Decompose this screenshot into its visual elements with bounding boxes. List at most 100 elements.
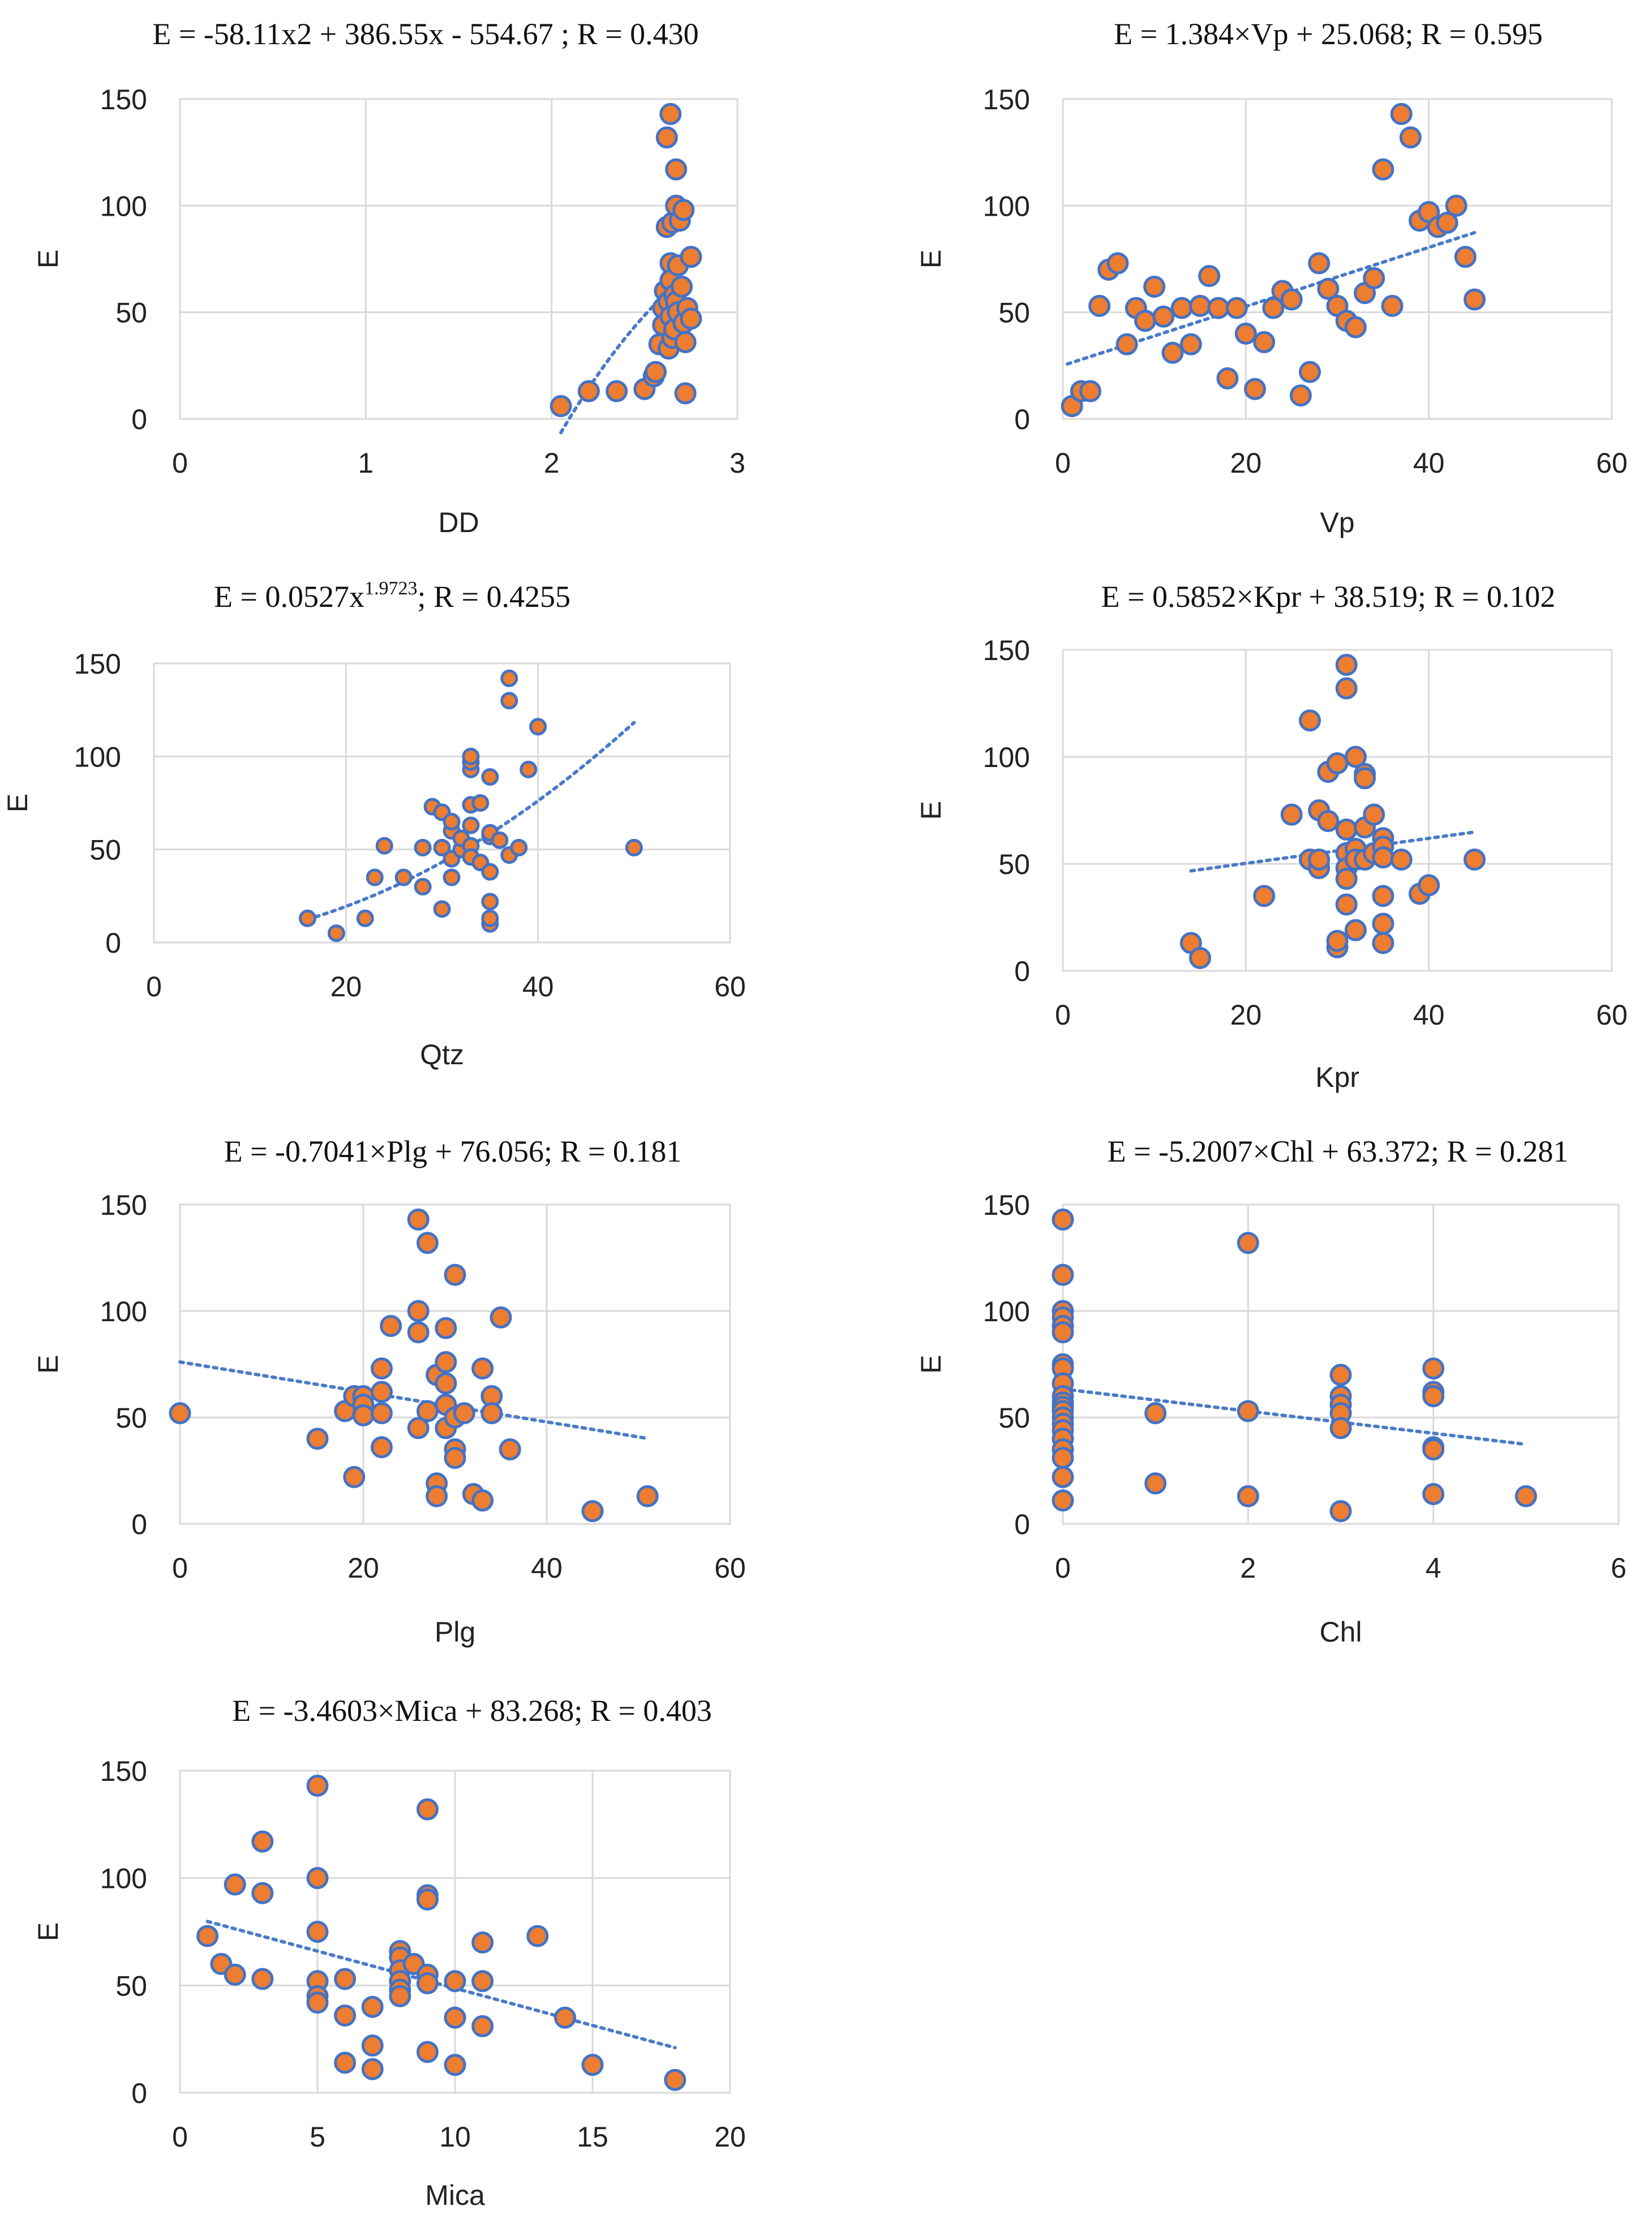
data-point <box>343 1466 366 1488</box>
data-point <box>674 382 697 405</box>
data-point <box>1329 1364 1352 1386</box>
data-point <box>327 924 345 943</box>
data-point <box>251 1830 274 1853</box>
data-point <box>1308 848 1331 871</box>
data-point <box>1329 1500 1352 1522</box>
data-point <box>298 909 316 927</box>
data-point <box>416 1232 439 1254</box>
data-point <box>1189 294 1211 317</box>
data-point <box>361 1995 384 2018</box>
x-tick-label: 2 <box>1240 1552 1256 1584</box>
data-point <box>361 2034 384 2057</box>
data-point <box>581 1500 604 1522</box>
chart-panel-plg: 0 50 100 150 0 20 40 60 Plg E E = -0.7041×Plg + 76… <box>32 1134 746 1648</box>
trendline <box>1189 830 1477 873</box>
x-tick-label: 20 <box>1230 999 1262 1031</box>
data-point <box>416 1888 439 1911</box>
x-tick-label: 60 <box>1596 447 1628 479</box>
data-point <box>416 1400 439 1423</box>
data-point <box>224 1963 246 1986</box>
data-point <box>1445 194 1468 217</box>
x-tick-label: 60 <box>714 1552 746 1584</box>
data-point <box>625 838 643 856</box>
data-point <box>1253 331 1276 353</box>
data-point <box>1317 809 1340 832</box>
data-point <box>444 1446 466 1469</box>
data-point <box>407 1208 430 1231</box>
data-point <box>196 1925 219 1947</box>
chart-title: E = 0.5852×Kpr + 38.519; R = 0.102 <box>1101 580 1556 614</box>
data-point <box>481 909 499 927</box>
data-point <box>636 1485 659 1507</box>
data-point <box>671 275 693 298</box>
data-point <box>481 863 499 881</box>
x-axis-label: Plg <box>435 1616 475 1648</box>
y-tick-label: 150 <box>74 648 121 680</box>
x-axis-label: Chl <box>1319 1616 1362 1648</box>
data-point <box>1464 288 1486 311</box>
chart-title-main: E = 0.0527x <box>214 580 364 614</box>
data-point <box>471 794 490 812</box>
y-tick-label: 0 <box>131 404 147 435</box>
x-tick-label: 1 <box>358 447 374 479</box>
data-point <box>1372 885 1394 907</box>
data-point <box>394 868 413 886</box>
data-point <box>306 1867 329 1890</box>
data-point <box>674 331 697 353</box>
data-point <box>526 1925 549 1947</box>
data-point <box>1170 297 1193 319</box>
data-point <box>251 1882 274 1904</box>
data-point <box>1422 1483 1445 1505</box>
data-point <box>169 1402 191 1424</box>
data-point <box>499 1438 521 1460</box>
y-axis-label: E <box>915 1355 947 1373</box>
data-point <box>306 1991 329 2014</box>
data-point <box>1237 1485 1259 1507</box>
data-point <box>352 1404 375 1427</box>
y-tick-label: 50 <box>115 1970 147 2002</box>
x-tick-label: 20 <box>1230 447 1262 479</box>
data-point <box>1390 102 1413 125</box>
data-point <box>1280 288 1303 311</box>
data-point <box>224 1873 246 1896</box>
data-point <box>1381 294 1404 317</box>
data-point <box>1372 846 1394 869</box>
data-point <box>370 1381 393 1403</box>
data-point <box>1363 267 1385 289</box>
data-point <box>334 2004 357 2027</box>
data-point <box>1144 1402 1167 1424</box>
x-tick-label: 20 <box>714 2121 746 2153</box>
chart-title: E = 0.0527x1.9723; R = 0.4255 <box>214 578 570 614</box>
y-tick-label: 150 <box>983 635 1030 666</box>
data-point <box>672 199 695 221</box>
y-axis-label: E <box>915 801 947 820</box>
data-point <box>606 380 628 402</box>
data-point <box>334 1968 357 1990</box>
data-point <box>1106 252 1129 275</box>
x-tick-label: 4 <box>1426 1552 1441 1584</box>
y-tick-label: 150 <box>100 1189 147 1221</box>
data-point <box>680 307 702 330</box>
data-point <box>665 158 688 181</box>
data-point <box>480 1402 503 1424</box>
data-point <box>1115 333 1138 355</box>
data-point <box>1207 297 1230 319</box>
data-point <box>1253 885 1276 907</box>
data-point <box>1052 1208 1074 1231</box>
data-point <box>1052 1489 1074 1512</box>
data-point <box>1052 1263 1074 1286</box>
data-point <box>581 2054 604 2076</box>
data-point <box>645 361 667 383</box>
data-point <box>1052 1446 1074 1469</box>
data-point <box>306 1921 329 1943</box>
data-point <box>306 1428 329 1450</box>
data-point <box>416 1798 439 1821</box>
data-point <box>407 1300 430 1322</box>
y-tick-label: 0 <box>1014 1509 1030 1540</box>
x-tick-label: 10 <box>439 2121 471 2153</box>
y-tick-label: 0 <box>131 1509 147 1540</box>
data-point <box>334 2051 357 2074</box>
data-point <box>1289 384 1312 407</box>
data-point <box>510 838 528 856</box>
